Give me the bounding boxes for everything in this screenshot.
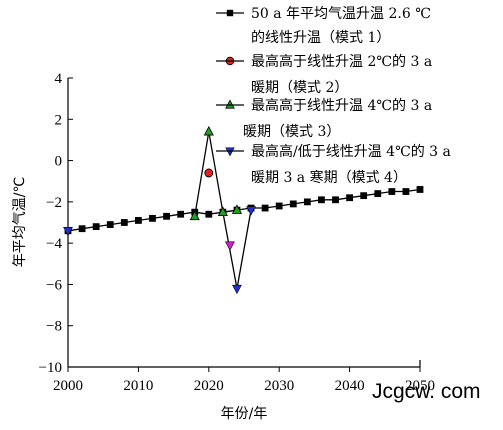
y-tick-label: −4 xyxy=(46,236,62,252)
data-point-mode-1 xyxy=(261,204,269,212)
x-tick-label: 2030 xyxy=(264,378,294,394)
data-point-mode-3 xyxy=(203,125,214,136)
y-tick-label: −2 xyxy=(46,195,62,211)
data-point-mode-1 xyxy=(205,210,213,218)
legend-marker xyxy=(225,99,235,109)
data-point-mode-4 xyxy=(232,284,242,295)
x-tick-label: 2050 xyxy=(405,378,435,394)
data-point-mode-1 xyxy=(120,219,128,226)
series-line-mode-1 xyxy=(67,188,421,232)
data-point-mode-1 xyxy=(303,198,311,206)
legend-label: 最高高/低于线性升温 4℃的 3 a xyxy=(251,143,451,160)
legend-label: 的线性升温（模式 1） xyxy=(251,30,390,46)
data-point-mode-1 xyxy=(374,190,382,197)
data-point-mode-1 xyxy=(78,225,86,233)
y-tick-label: 4 xyxy=(55,71,63,87)
axes xyxy=(67,78,421,368)
data-point-mode-1 xyxy=(332,196,339,204)
x-tick-label: 2010 xyxy=(123,378,153,394)
data-point-mode-1 xyxy=(318,196,325,204)
legend-label: 暖期（模式 3） xyxy=(243,124,340,140)
data-point-mode-1 xyxy=(416,186,424,193)
data-point-mode-1 xyxy=(106,221,114,228)
data-point-mode-2 xyxy=(204,168,214,178)
data-point-mode-1 xyxy=(92,223,100,231)
series-line-mode-3 xyxy=(194,131,238,217)
y-tick-label: 2 xyxy=(55,112,63,128)
x-axis-title: 年份/年 xyxy=(221,406,268,422)
legend: 50 a 年平均气温升温 2.6 ℃ 的线性升温（模式 1） 最高高于线性升温 2℃… xyxy=(216,6,451,186)
tick-labels: 4 2 0 −2 −4 −6 −8 −10 2000 2010 2020 2030 2040 2050 xyxy=(39,71,435,394)
data-point-mode-1 xyxy=(177,210,185,218)
data-point-mode-1 xyxy=(149,214,156,222)
data-point-mode-1 xyxy=(163,212,170,220)
y-tick-label: 0 xyxy=(55,154,63,170)
legend-label: 最高高于线性升温 2℃的 3 a xyxy=(251,53,432,70)
legend-label: 暖期（模式 2） xyxy=(251,80,348,96)
data-point-mode-1 xyxy=(346,194,353,202)
y-tick-label: −8 xyxy=(46,319,62,335)
tick-marks xyxy=(67,77,421,372)
y-tick-label: −6 xyxy=(46,277,62,293)
x-tick-label: 2000 xyxy=(53,378,83,394)
legend-marker xyxy=(225,147,235,157)
watermark: Jcgcw. com xyxy=(372,380,481,403)
data-point-mode-3 xyxy=(217,206,228,216)
data-point-mode-1 xyxy=(402,188,410,195)
data-point-mode-1 xyxy=(388,188,396,195)
data-point-mode-1 xyxy=(275,202,283,210)
data-point-mode-4 xyxy=(246,206,256,216)
data-point-mode-1 xyxy=(135,217,142,224)
y-axis-title: 年平均气温/℃ xyxy=(12,177,28,267)
y-tick-label: −10 xyxy=(39,360,62,376)
legend-label: 暖期 3 a 寒期（模式 4） xyxy=(251,169,407,186)
data-point-mode-3 xyxy=(231,204,243,214)
data-point-mode-3 xyxy=(189,210,200,221)
x-tick-label: 2020 xyxy=(194,378,224,394)
legend-label: 最高高于线性升温 4℃的 3 a xyxy=(251,97,432,114)
data-point-mode-1 xyxy=(360,192,368,200)
series-line-mode-4 xyxy=(222,209,252,289)
x-tick-label: 2040 xyxy=(335,378,365,394)
series-markers xyxy=(63,9,424,295)
data-point-mode-4 xyxy=(63,227,73,237)
legend-label: 50 a 年平均气温升温 2.6 ℃ xyxy=(251,6,431,22)
data-point-mode-1 xyxy=(289,200,297,208)
data-point-mode-4 xyxy=(225,241,235,251)
